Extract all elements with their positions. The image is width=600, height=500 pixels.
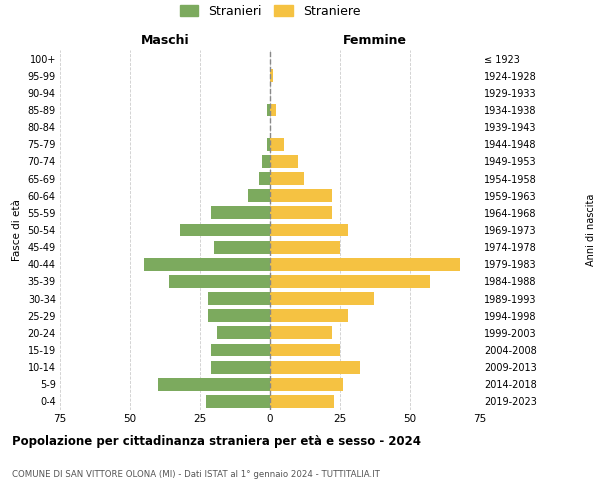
Bar: [270, 275, 430, 288]
Bar: [181, 224, 270, 236]
Bar: [267, 104, 270, 117]
Bar: [217, 326, 270, 340]
Bar: [214, 240, 270, 254]
Bar: [270, 292, 374, 305]
Bar: [270, 224, 349, 236]
Bar: [270, 258, 460, 270]
Bar: [270, 104, 275, 117]
Text: COMUNE DI SAN VITTORE OLONA (MI) - Dati ISTAT al 1° gennaio 2024 - TUTTITALIA.IT: COMUNE DI SAN VITTORE OLONA (MI) - Dati …: [12, 470, 380, 479]
Text: Maschi: Maschi: [140, 34, 190, 46]
Bar: [270, 206, 332, 220]
Bar: [270, 395, 334, 408]
Bar: [208, 310, 270, 322]
Bar: [270, 378, 343, 390]
Text: Femmine: Femmine: [343, 34, 407, 46]
Bar: [248, 190, 270, 202]
Text: Popolazione per cittadinanza straniera per età e sesso - 2024: Popolazione per cittadinanza straniera p…: [12, 435, 421, 448]
Bar: [267, 138, 270, 150]
Bar: [270, 326, 332, 340]
Bar: [270, 360, 359, 374]
Bar: [158, 378, 270, 390]
Bar: [211, 344, 270, 356]
Bar: [262, 155, 270, 168]
Bar: [270, 70, 273, 82]
Legend: Stranieri, Straniere: Stranieri, Straniere: [175, 0, 365, 22]
Bar: [144, 258, 270, 270]
Y-axis label: Fasce di età: Fasce di età: [12, 199, 22, 261]
Bar: [270, 190, 332, 202]
Bar: [211, 206, 270, 220]
Bar: [270, 172, 304, 185]
Bar: [270, 138, 284, 150]
Bar: [169, 275, 270, 288]
Bar: [206, 395, 270, 408]
Text: Anni di nascita: Anni di nascita: [586, 194, 596, 266]
Bar: [270, 155, 298, 168]
Bar: [208, 292, 270, 305]
Bar: [270, 240, 340, 254]
Bar: [270, 344, 340, 356]
Bar: [211, 360, 270, 374]
Bar: [270, 310, 349, 322]
Bar: [259, 172, 270, 185]
